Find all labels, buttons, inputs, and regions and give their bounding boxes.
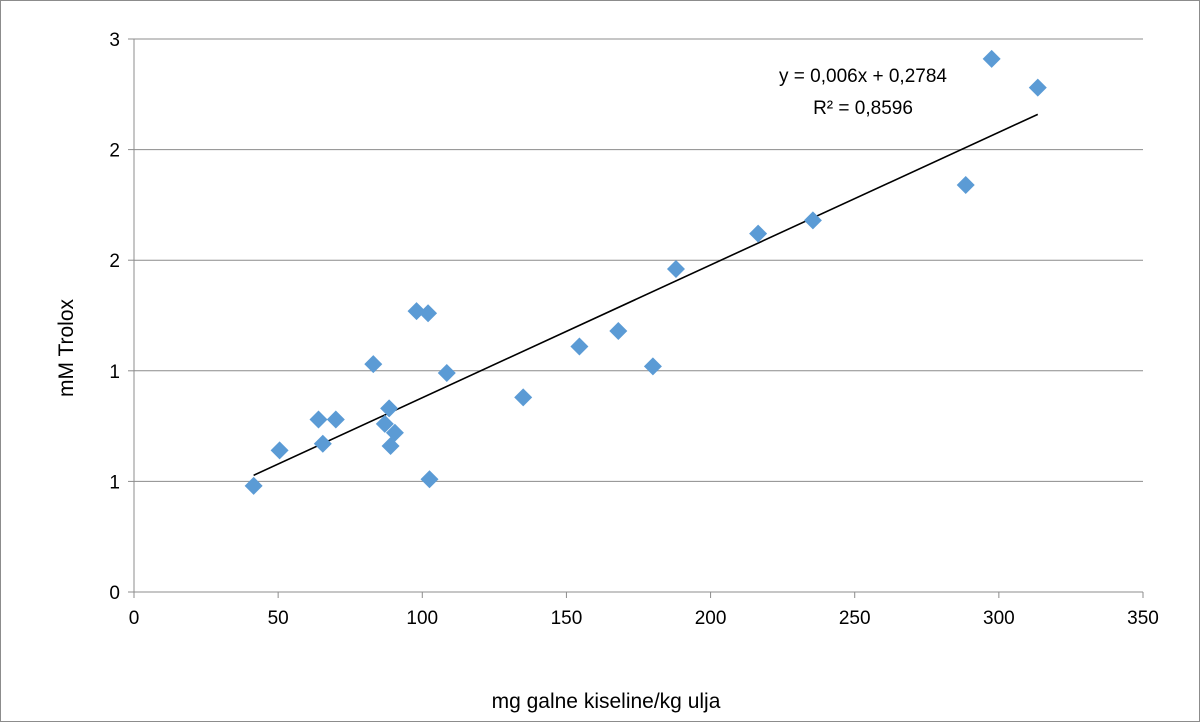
axes — [128, 38, 1144, 598]
y-tick-labels: 0 1 1 2 2 3 — [109, 30, 120, 604]
x-tick-label: 0 — [129, 608, 140, 629]
data-point — [437, 364, 456, 383]
data-point — [313, 434, 332, 453]
x-tick-label: 250 — [839, 608, 871, 629]
trendline — [253, 113, 1039, 477]
x-tick-label: 100 — [406, 608, 438, 629]
data-point — [364, 355, 383, 374]
data-point — [385, 423, 404, 442]
x-tick-labels: 0 50 100 150 200 250 300 350 — [129, 608, 1159, 629]
data-point — [270, 441, 289, 460]
data-point — [244, 476, 263, 495]
data-point — [956, 175, 975, 194]
data-point — [419, 304, 438, 323]
x-tick-label: 200 — [695, 608, 727, 629]
data-point — [514, 388, 533, 407]
data-point — [749, 224, 768, 243]
gridlines — [134, 38, 1143, 482]
trendline-equation: y = 0,006x + 0,2784 — [779, 66, 947, 87]
y-tick-label: 0 — [109, 583, 120, 604]
y-tick-label: 2 — [109, 251, 120, 272]
trendline-r-squared: R² = 0,8596 — [813, 98, 913, 119]
data-points — [244, 49, 1047, 495]
x-tick-label: 300 — [983, 608, 1015, 629]
data-point — [326, 410, 345, 429]
data-point — [666, 260, 685, 279]
y-tick-label: 1 — [109, 472, 120, 493]
data-point — [803, 211, 822, 230]
y-tick-label: 3 — [109, 30, 120, 51]
data-point — [609, 321, 628, 340]
data-point — [375, 414, 394, 433]
data-point — [982, 49, 1001, 68]
y-tick-label: 2 — [109, 141, 120, 162]
x-tick-label: 350 — [1127, 608, 1159, 629]
trendline-group — [253, 113, 1039, 477]
data-point — [643, 357, 662, 376]
data-point — [420, 470, 439, 489]
y-axis-title: mM Trolox — [55, 299, 78, 398]
data-point — [309, 410, 328, 429]
data-point — [1028, 78, 1047, 97]
x-tick-label: 150 — [551, 608, 583, 629]
x-tick-label: 50 — [268, 608, 289, 629]
data-point — [380, 399, 399, 418]
y-tick-label: 1 — [109, 362, 120, 383]
data-point — [407, 302, 426, 321]
data-point — [570, 337, 589, 356]
x-axis-title: mg galne kiseline/kg ulja — [492, 690, 721, 713]
